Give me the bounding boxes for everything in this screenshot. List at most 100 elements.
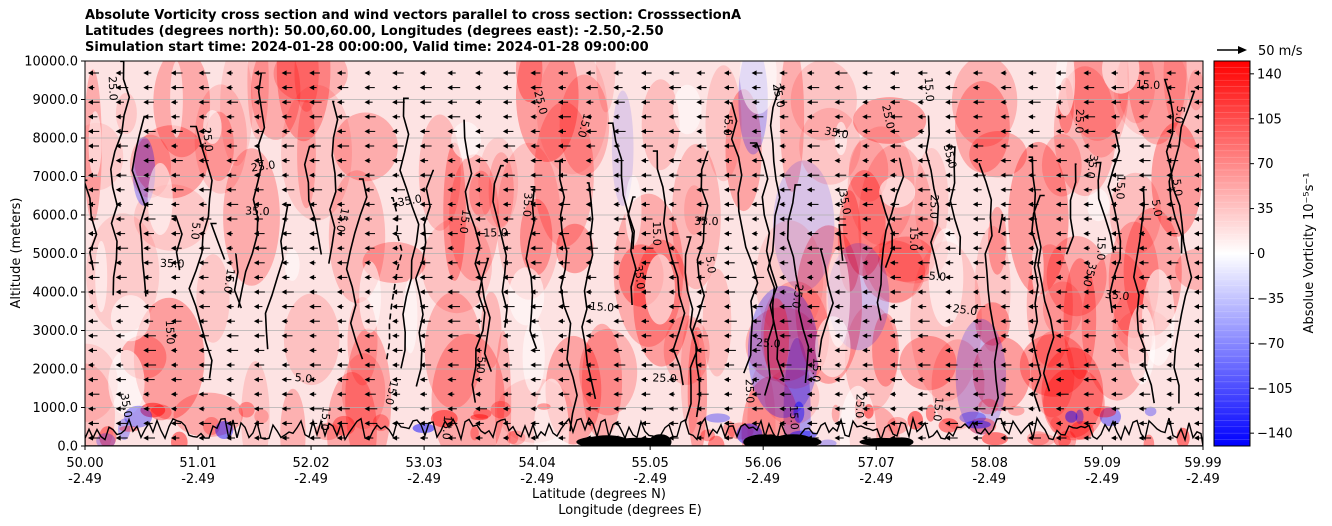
wind-vector-head [668, 435, 674, 441]
wind-vector-head [972, 172, 978, 178]
wind-vector-head [558, 128, 563, 134]
wind-vector-head [530, 333, 536, 339]
wind-vector-head [751, 172, 757, 178]
wind-vector-head [806, 318, 812, 324]
vorticity-blob [431, 333, 505, 446]
wind-vector-head [530, 435, 536, 441]
wind-vector-head [696, 406, 702, 412]
wind-vector-head [668, 128, 674, 134]
wind-vector-head [1138, 187, 1144, 193]
wind-vector-head [696, 347, 702, 353]
wind-vector-head [170, 289, 176, 295]
wind-vector-head [336, 231, 342, 237]
wind-vector-head [475, 172, 481, 178]
wind-vector-head [917, 172, 923, 178]
vorticity-blob [281, 84, 352, 221]
wind-vector-head [502, 85, 508, 91]
wind-vector-head [668, 143, 674, 149]
wind-vector-head [1194, 435, 1199, 441]
wind-vector-head [1083, 260, 1089, 266]
wind-vector-head [779, 391, 785, 397]
wind-vector-head [1083, 435, 1089, 441]
wind-vector-head [392, 245, 398, 251]
wind-vector-head [641, 347, 646, 353]
vorticity-blob [779, 61, 805, 192]
wind-vector-head [475, 289, 481, 295]
vorticity-blob [443, 142, 466, 281]
wind-vector-head [502, 347, 508, 353]
wind-vector-head [475, 231, 481, 237]
wind-vector-head [889, 114, 895, 120]
wind-vector-head [1055, 333, 1061, 339]
wind-vector-head [226, 143, 232, 149]
contour-line [303, 145, 323, 255]
wind-vector-head [696, 128, 702, 134]
wind-vector-head [364, 231, 370, 237]
wind-vector-head [502, 216, 508, 222]
wind-vector-head [502, 99, 508, 105]
wind-vector-head [253, 85, 259, 91]
wind-vector-head [502, 391, 508, 397]
wind-vector-head [1138, 114, 1144, 120]
wind-vector-head [779, 231, 785, 237]
wind-vector-head [143, 377, 149, 383]
wind-vector-head [558, 420, 563, 426]
contour-label: 25.0 [789, 283, 806, 309]
wind-vector-head [88, 435, 93, 441]
wind-vector-head [170, 99, 176, 105]
vorticity-blob [969, 131, 1027, 178]
wind-vector-head [945, 143, 951, 149]
wind-vector-head [862, 274, 868, 280]
wind-vector-head [143, 216, 149, 222]
wind-vector-head [309, 391, 315, 397]
vorticity-blob [85, 343, 118, 422]
wind-vector-head [972, 231, 978, 237]
wind-vector-head [806, 114, 812, 120]
wind-vector-head [751, 347, 757, 353]
wind-vector-head [724, 231, 729, 237]
wind-vector-head [253, 128, 259, 134]
wind-vector-head [253, 362, 259, 368]
wind-vector-head [336, 362, 342, 368]
wind-vector-head [281, 318, 287, 324]
wind-vector-head [751, 435, 757, 441]
wind-vector-head [641, 260, 646, 266]
contour-line [345, 178, 368, 360]
wind-vector-head [724, 391, 729, 397]
quiver-key-label: 50 m/s [1258, 44, 1303, 59]
wind-vector-head [558, 201, 563, 207]
vorticity-blob [223, 148, 280, 286]
wind-vector-head [281, 201, 287, 207]
wind-vector-head [88, 406, 93, 412]
wind-vector-head [447, 187, 453, 193]
wind-vector-head [806, 245, 812, 251]
wind-vector-head [945, 114, 951, 120]
wind-vector-head [696, 420, 702, 426]
wind-vector-head [1028, 128, 1034, 134]
wind-vector-head [696, 289, 702, 295]
wind-vector-head [1111, 216, 1116, 222]
wind-vector-head [1083, 333, 1089, 339]
wind-vector-head [1000, 318, 1006, 324]
vorticity-blob [421, 218, 492, 314]
wind-vector-head [253, 333, 259, 339]
wind-vector-head [917, 274, 923, 280]
wind-vector-head [419, 377, 425, 383]
wind-vector-head [170, 114, 176, 120]
wind-vector-head [143, 333, 149, 339]
colorbar-tick-label: 140 [1257, 67, 1282, 82]
wind-vector-head [364, 128, 370, 134]
wind-vector-head [88, 304, 93, 310]
wind-vector-head [364, 362, 370, 368]
vorticity-blob [108, 350, 145, 416]
wind-vector-head [834, 172, 840, 178]
wind-vector-head [806, 85, 812, 91]
wind-vector-head [419, 201, 425, 207]
vorticity-blob [341, 353, 386, 430]
wind-vector-head [1138, 70, 1144, 76]
wind-vector-head [1111, 201, 1116, 207]
wind-vector-head [558, 260, 563, 266]
wind-vector-head [281, 304, 287, 310]
wind-vector-head [309, 245, 315, 251]
vorticity-blob [793, 401, 805, 423]
